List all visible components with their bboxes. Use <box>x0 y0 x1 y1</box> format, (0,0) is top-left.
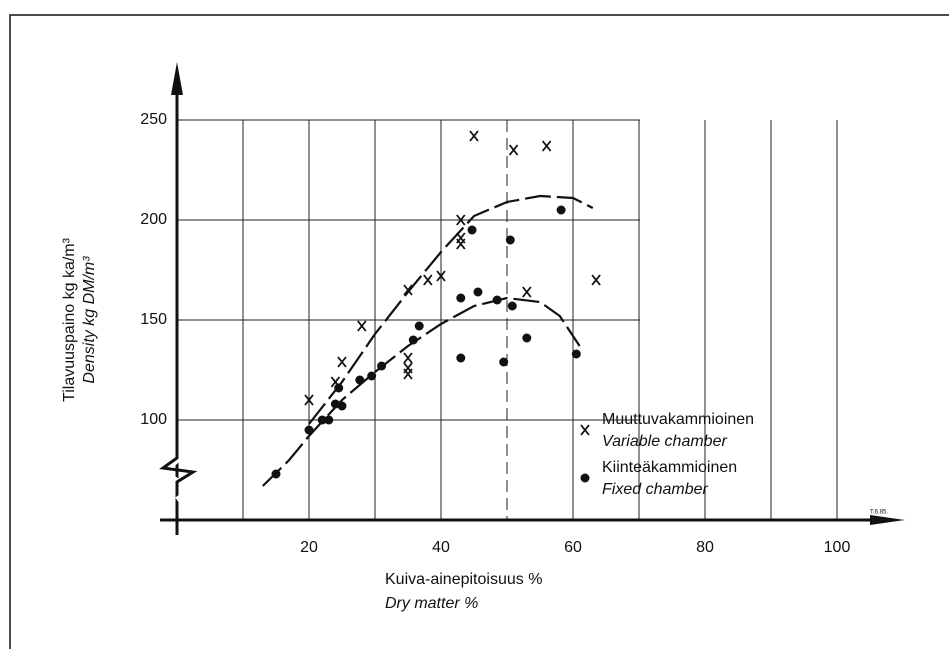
cross-point <box>357 320 367 332</box>
cross-stroke <box>403 352 413 364</box>
cross-point <box>456 214 466 226</box>
dot-point <box>473 287 483 297</box>
cross-stroke <box>580 424 590 436</box>
dot-point <box>499 357 509 367</box>
cross-stroke <box>591 274 601 286</box>
dot-point <box>377 361 387 371</box>
cross-point <box>436 270 446 282</box>
cross-stroke <box>423 274 433 286</box>
cross-stroke <box>304 394 314 406</box>
x-label: Kuiva-ainepitoisuus % <box>385 571 542 588</box>
x-tick-label: 60 <box>564 539 582 556</box>
dot-point <box>408 335 418 345</box>
cross-point <box>541 140 552 152</box>
dot-point <box>507 301 517 311</box>
y-label: Tilavuuspaino kg ka/m³ <box>61 237 78 402</box>
dot-point <box>505 235 515 245</box>
cross-point <box>403 352 413 364</box>
legend-label-en: Variable chamber <box>602 433 727 450</box>
cross-point <box>456 232 466 244</box>
x-tick-label: 80 <box>696 539 714 556</box>
x-tick-label: 20 <box>300 539 318 556</box>
cross-stroke <box>337 356 347 368</box>
cross-point <box>580 424 590 436</box>
y-tick-label: 100 <box>140 411 167 428</box>
cross-point <box>403 284 413 296</box>
cross-stroke <box>456 214 466 226</box>
cross-stroke <box>357 320 367 332</box>
y-tick-label: 250 <box>140 111 167 128</box>
dot-point <box>580 473 590 483</box>
x-arrow <box>870 515 905 525</box>
cross-stroke <box>403 284 413 296</box>
y-label-en: Density kg DM/m³ <box>81 256 98 384</box>
legend-label: Muuttuvakammioinen <box>602 411 754 428</box>
cross-stroke <box>436 270 446 282</box>
cross-point <box>469 130 479 142</box>
dot-point <box>367 371 377 381</box>
cross-point <box>591 274 601 286</box>
dot-point <box>456 293 466 303</box>
cross-stroke <box>522 286 532 298</box>
dot-point <box>337 401 347 411</box>
frame <box>9 14 949 649</box>
dot-point <box>414 321 424 331</box>
dot-point <box>571 349 581 359</box>
dot-point <box>304 425 314 435</box>
cross-point <box>508 144 519 156</box>
cross-stroke <box>403 368 413 380</box>
cross-point <box>304 394 314 406</box>
legend-label-en: Fixed chamber <box>602 481 708 498</box>
cross-stroke <box>456 232 466 244</box>
dot-point <box>456 353 466 363</box>
cross-point <box>403 368 413 380</box>
dot-point <box>324 415 334 425</box>
cross-stroke <box>541 140 552 152</box>
dot-point <box>317 415 327 425</box>
x-label-en: Dry matter % <box>385 595 478 612</box>
annotation: T.6.85. <box>870 510 888 516</box>
x-tick-label: 100 <box>824 539 851 556</box>
dot-point <box>556 205 566 215</box>
cross-point <box>337 356 347 368</box>
x-tick-label: 40 <box>432 539 450 556</box>
dot-point <box>522 333 532 343</box>
y-arrow <box>171 62 183 95</box>
cross-stroke <box>508 144 519 156</box>
cross-point <box>423 274 433 286</box>
dot-point <box>271 469 281 479</box>
dot-point <box>334 383 344 393</box>
axis-break <box>159 445 198 495</box>
y-tick-label: 150 <box>140 311 167 328</box>
dot-point <box>492 295 502 305</box>
dot-point <box>355 375 365 385</box>
cross-point <box>522 286 532 298</box>
legend-label: Kiinteäkammioinen <box>602 459 737 476</box>
dot-point <box>467 225 477 235</box>
y-tick-label: 200 <box>140 211 167 228</box>
cross-stroke <box>469 130 479 142</box>
